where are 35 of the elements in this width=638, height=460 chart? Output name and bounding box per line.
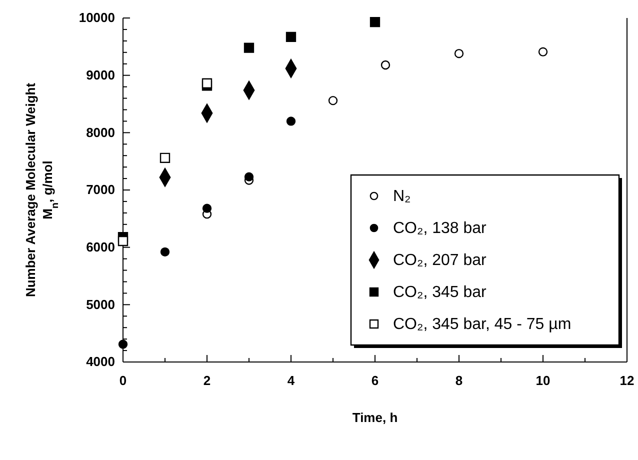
- x-axis-title: Time, h: [352, 410, 398, 425]
- legend-label: CO₂, 345 bar, 45 - 75 µm: [393, 316, 572, 333]
- point: [286, 116, 296, 126]
- legend-label: CO₂, 207 bar: [393, 252, 488, 269]
- x-tick-label: 10: [536, 373, 550, 388]
- y-tick-label: 8000: [86, 124, 115, 140]
- x-tick-label: 12: [620, 373, 634, 388]
- point: [202, 78, 212, 88]
- point: [244, 172, 254, 182]
- legend-label: CO₂, 138 bar: [393, 220, 488, 237]
- point: [118, 340, 128, 349]
- point: [160, 152, 170, 163]
- y-tick-label: 6000: [86, 239, 115, 254]
- x-tick-label: 4: [287, 373, 296, 388]
- x-tick-label: 0: [119, 373, 127, 388]
- point: [202, 204, 212, 213]
- y-tick-label: 4000: [86, 354, 115, 370]
- point: [160, 247, 170, 256]
- x-tick-label: 2: [203, 373, 211, 388]
- point: [454, 48, 464, 58]
- point: [370, 16, 380, 28]
- y-tick-label: 9000: [86, 67, 115, 82]
- legend-label: CO₂, 345 bar: [393, 284, 488, 301]
- point: [244, 42, 254, 53]
- point: [538, 47, 548, 56]
- point: [118, 236, 128, 246]
- x-tick-label: 8: [455, 373, 463, 388]
- point: [286, 32, 296, 42]
- y-tick-label: 5000: [86, 296, 115, 312]
- x-tick-label: 6: [371, 373, 379, 388]
- y-tick-label: 7000: [86, 182, 115, 198]
- y-tick-label: 10000: [78, 10, 115, 26]
- point: [380, 60, 390, 70]
- legend-label: N₂: [393, 188, 411, 205]
- point: [328, 96, 338, 106]
